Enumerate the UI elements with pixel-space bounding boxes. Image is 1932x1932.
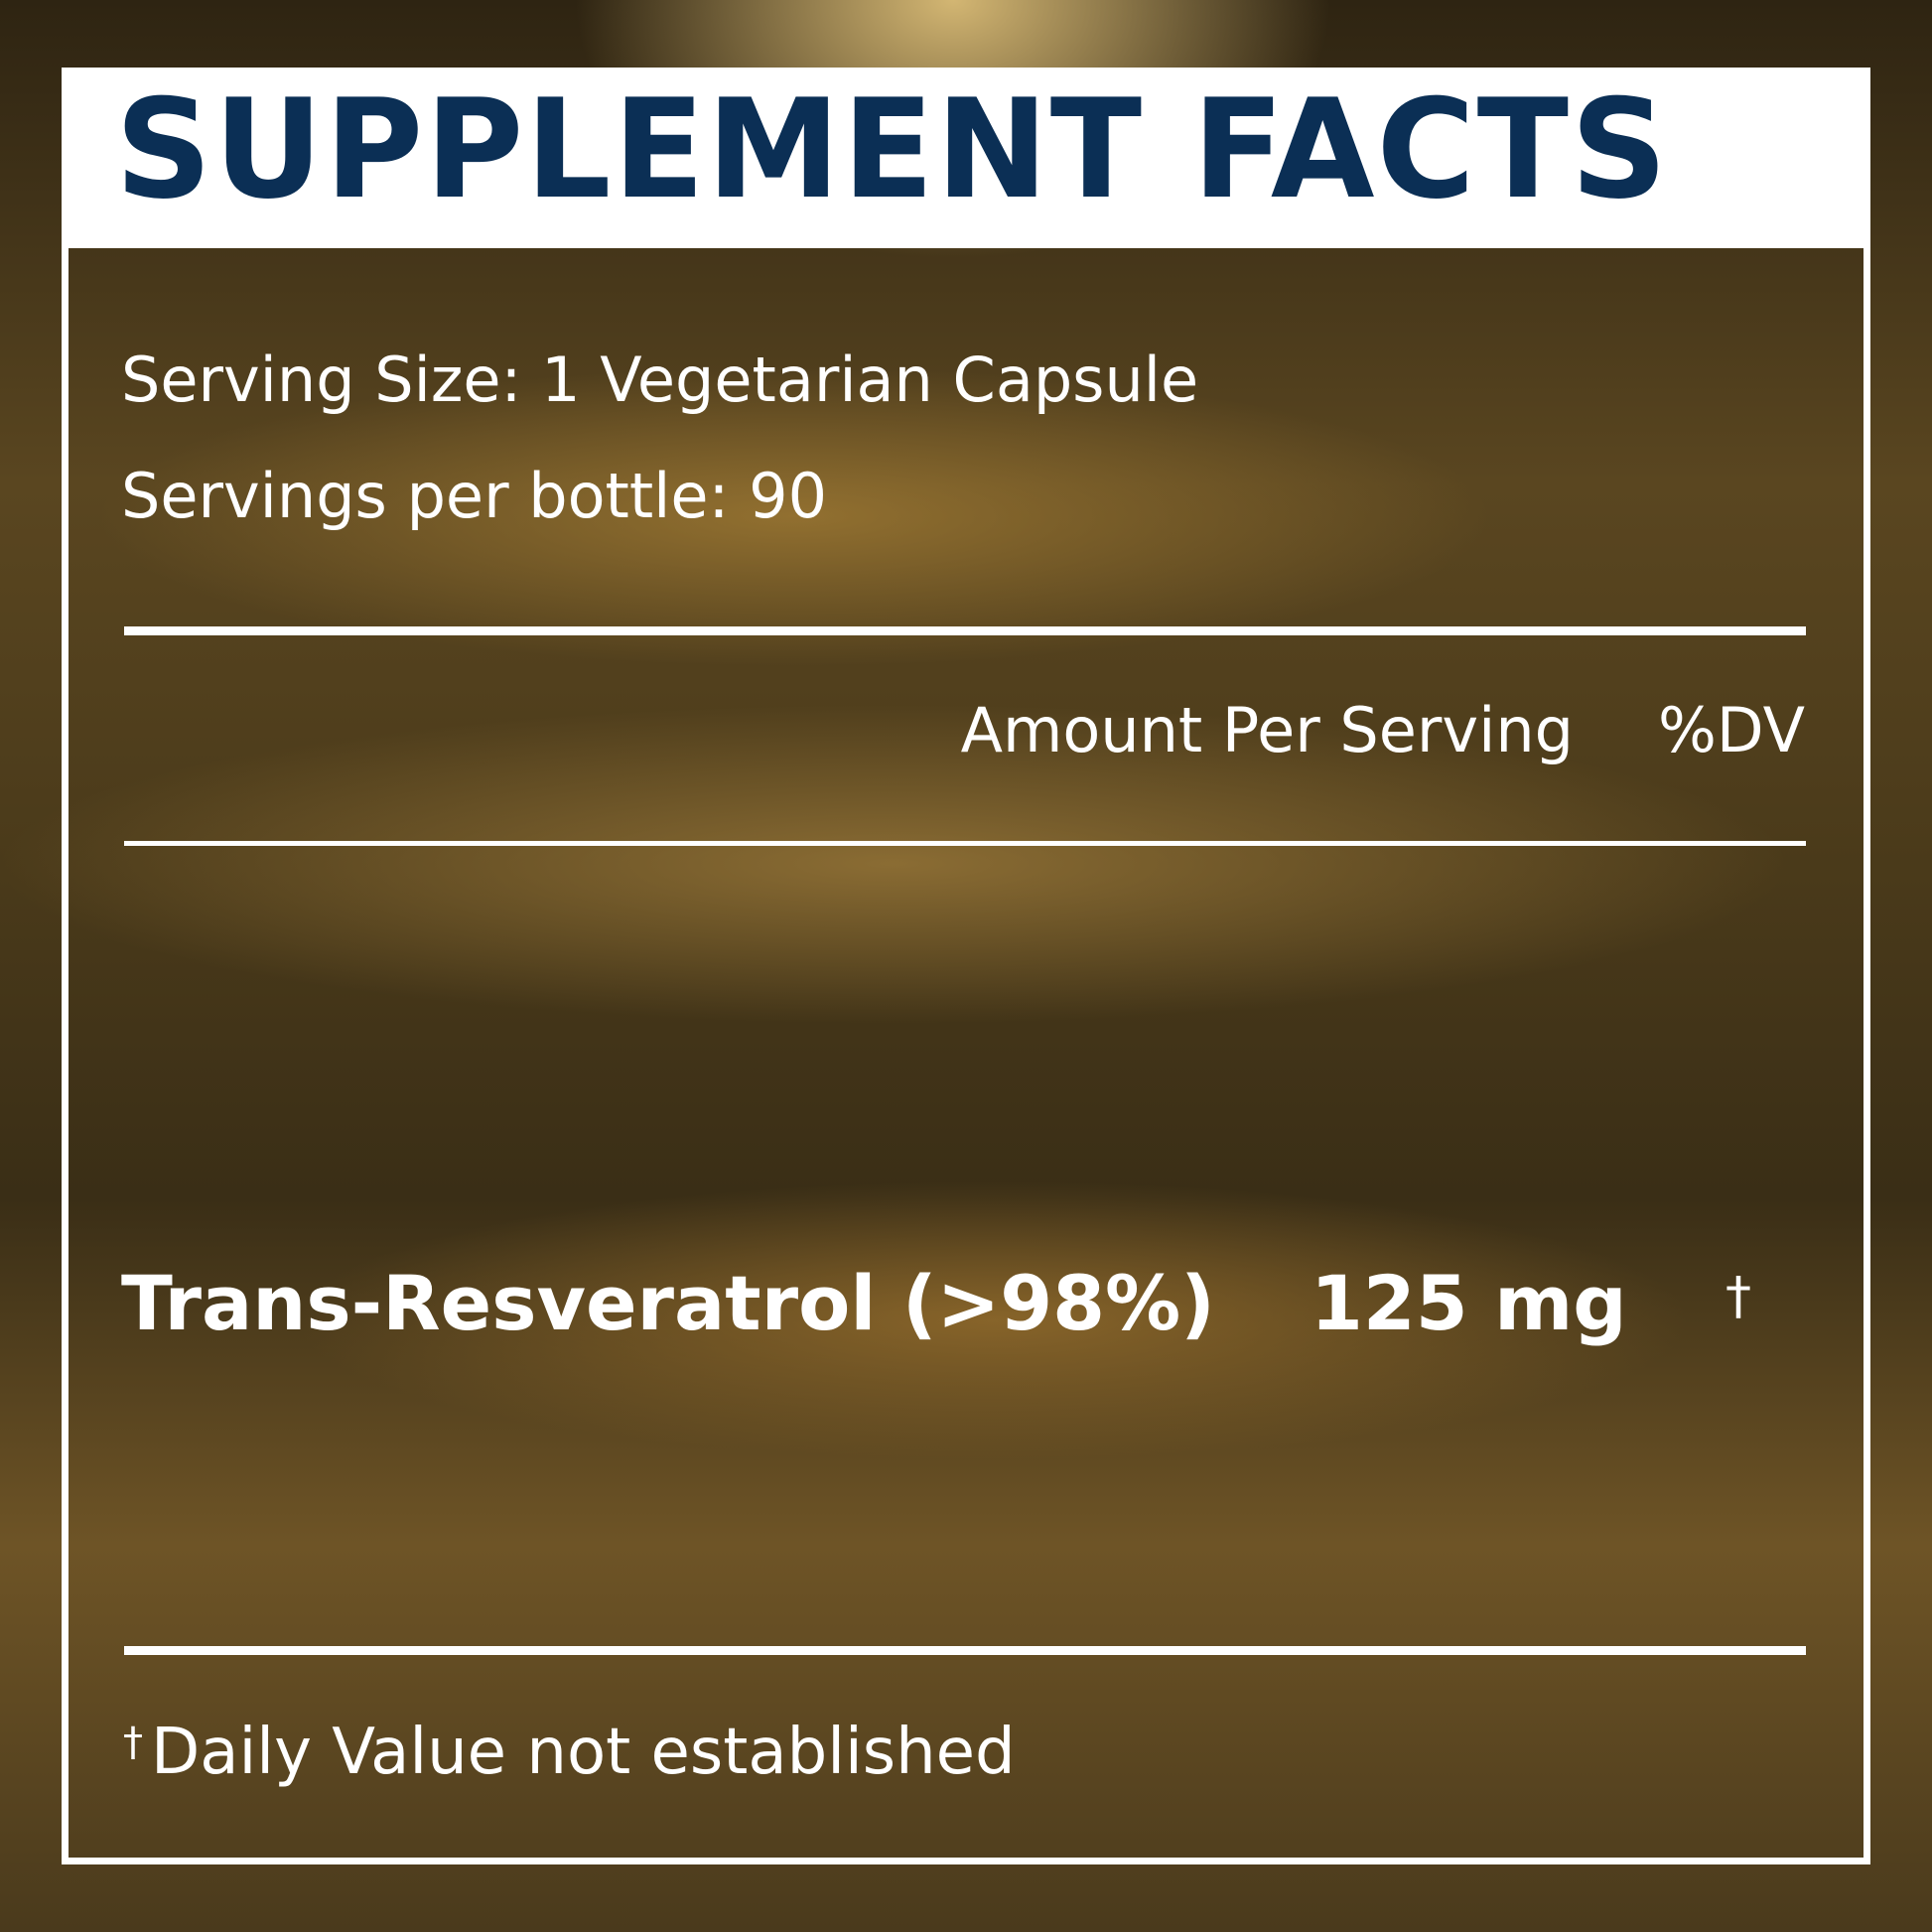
divider-thick (124, 626, 1806, 635)
divider-thin (124, 841, 1806, 846)
footnote-mark: † (123, 1720, 143, 1765)
divider-thick-bottom (124, 1646, 1806, 1655)
dv-header: %DV (1658, 694, 1805, 766)
ingredient-dv: † (1725, 1267, 1751, 1326)
servings-per-bottle: Servings per bottle: 90 (121, 460, 828, 532)
serving-size: Serving Size: 1 Vegetarian Capsule (121, 344, 1199, 416)
page-title: SUPPLEMENT FACTS (115, 69, 1670, 229)
amount-per-serving-header: Amount Per Serving (960, 694, 1574, 766)
label-frame (62, 68, 1870, 1864)
ingredient-name: Trans-Resveratrol (>98%) (121, 1259, 1215, 1347)
footnote-text: Daily Value not established (151, 1716, 1016, 1789)
header-band (62, 68, 1870, 248)
ingredient-amount: 125 mg (1311, 1259, 1627, 1347)
